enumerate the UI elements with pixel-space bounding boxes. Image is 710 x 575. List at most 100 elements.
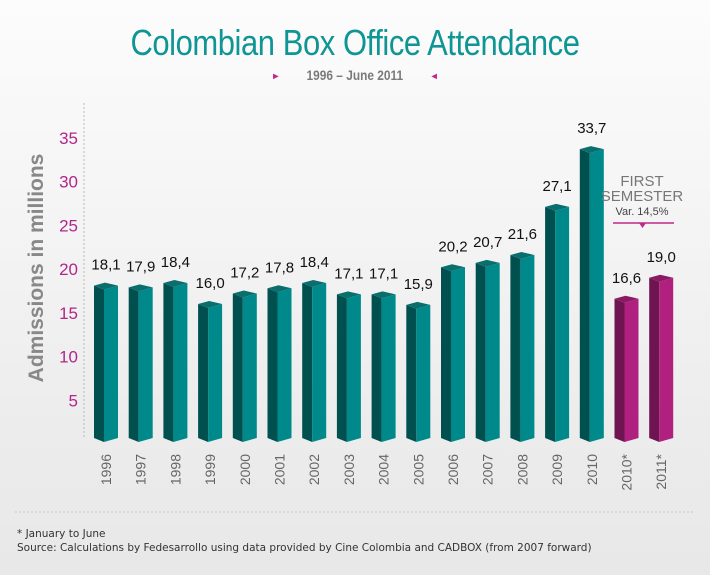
x-tick-label: 2001: [272, 454, 288, 485]
bar-2007: [475, 259, 500, 442]
first-semester-annotation: FIRST SEMESTER Var. 14,5%: [601, 173, 684, 228]
data-label: 17,8: [265, 259, 294, 276]
bar-1997: [128, 284, 153, 442]
data-label: 18,4: [161, 254, 190, 271]
bar-2000: [232, 290, 257, 442]
bar-2006: [441, 264, 465, 442]
bar-side: [232, 293, 243, 442]
x-tick-label: 2007: [480, 454, 496, 485]
bar-2009: [545, 203, 570, 442]
bar-side: [198, 304, 209, 442]
bar-top: [267, 285, 292, 293]
bar-front: [381, 294, 396, 442]
bar-top: [163, 280, 188, 287]
bar-front: [520, 255, 535, 442]
y-ticks: 5 10 15 20 25 30 35: [59, 129, 78, 411]
data-label: 33,7: [577, 120, 606, 137]
bar-top: [198, 301, 223, 308]
annotation-heading-1: FIRST: [620, 173, 663, 190]
bar-side: [579, 149, 590, 442]
data-label: 16,6: [612, 270, 641, 287]
bar-front: [589, 149, 604, 442]
y-tick-label: 35: [59, 129, 78, 148]
y-tick-label: 30: [59, 173, 78, 192]
x-tick-label: 2010*: [619, 453, 635, 490]
bar-2004: [371, 291, 396, 442]
bar-side: [545, 206, 556, 442]
bar-side: [441, 267, 451, 442]
subtitle-row: ▸ 1996 – June 2011 ◂: [0, 67, 710, 83]
annotation-heading-2: SEMESTER: [601, 188, 684, 205]
bar-top: [232, 290, 257, 298]
bar-front: [242, 293, 257, 442]
bar-top: [371, 291, 396, 299]
bar-top: [649, 274, 674, 282]
left-arrow-icon: ◂: [431, 71, 437, 82]
data-label: 18,4: [300, 254, 329, 271]
bar-side: [614, 298, 625, 442]
bar-front: [555, 206, 570, 442]
x-tick-label: 1997: [133, 454, 149, 485]
y-tick-label: 25: [59, 216, 78, 235]
data-label: 27,1: [542, 178, 571, 195]
bar-side: [94, 285, 104, 442]
data-label: 17,1: [334, 265, 363, 282]
data-label: 17,2: [230, 265, 259, 282]
bar-2010-partial: [614, 295, 639, 442]
bar-2003: [336, 291, 361, 442]
x-tick-label: 1998: [167, 454, 183, 485]
bar-front: [277, 288, 292, 442]
bar-front: [659, 277, 674, 442]
x-tick-label: 2008: [514, 454, 530, 485]
data-label: 20,7: [473, 234, 502, 251]
bar-2002: [302, 280, 327, 442]
bar-front: [104, 285, 118, 442]
data-label: 20,2: [438, 238, 467, 255]
annotation-pointer-icon: [639, 223, 646, 228]
x-tick-label: 1996: [98, 454, 114, 485]
bar-side: [510, 255, 521, 442]
bar-side: [649, 277, 660, 442]
bar-front: [346, 294, 361, 442]
bar-front: [138, 287, 153, 442]
bar-top: [406, 301, 431, 309]
bar-side: [406, 304, 417, 442]
bar-top: [510, 252, 535, 259]
y-axis-label: Admissions in millions: [25, 154, 48, 383]
bars: 18,1 1996 17,9 1997 18,4 1998 16,0 1999 17,2 2000…: [91, 120, 675, 490]
footnote: * January to June: [17, 528, 106, 540]
bar-2005: [406, 301, 431, 442]
bar-front: [312, 283, 327, 442]
bar-2011-partial: [649, 274, 674, 442]
bar-1999: [198, 301, 223, 442]
y-tick-label: 15: [59, 304, 78, 323]
data-label: 18,1: [91, 257, 120, 274]
x-tick-label: 2005: [410, 454, 426, 485]
right-arrow-icon: ▸: [273, 71, 279, 82]
footer: * January to June Source: Calculations b…: [17, 527, 592, 555]
bar-2008: [510, 252, 535, 442]
bar-top: [614, 295, 639, 303]
bar-side: [336, 294, 347, 442]
bar-side: [371, 294, 382, 442]
bar-top: [128, 284, 153, 292]
y-tick-label: 10: [59, 348, 78, 367]
chart-subtitle: 1996 – June 2011: [306, 67, 404, 83]
bar-side: [267, 288, 278, 442]
x-tick-label: 1999: [202, 454, 218, 485]
bar-top: [302, 280, 327, 287]
data-label: 16,0: [195, 275, 224, 292]
x-tick-label: 2009: [549, 454, 565, 485]
annotation-variation: Var. 14,5%: [616, 206, 669, 218]
bar-top: [94, 282, 118, 290]
x-tick-label: 2000: [237, 454, 253, 485]
bar-2010: [579, 146, 604, 442]
x-tick-label: 2010: [584, 454, 600, 485]
data-label: 19,0: [647, 249, 676, 266]
bar-top: [545, 203, 570, 211]
bar-side: [302, 283, 313, 442]
x-tick-label: 2011*: [653, 453, 669, 489]
bar-side: [475, 262, 486, 442]
bar-front: [208, 304, 223, 442]
